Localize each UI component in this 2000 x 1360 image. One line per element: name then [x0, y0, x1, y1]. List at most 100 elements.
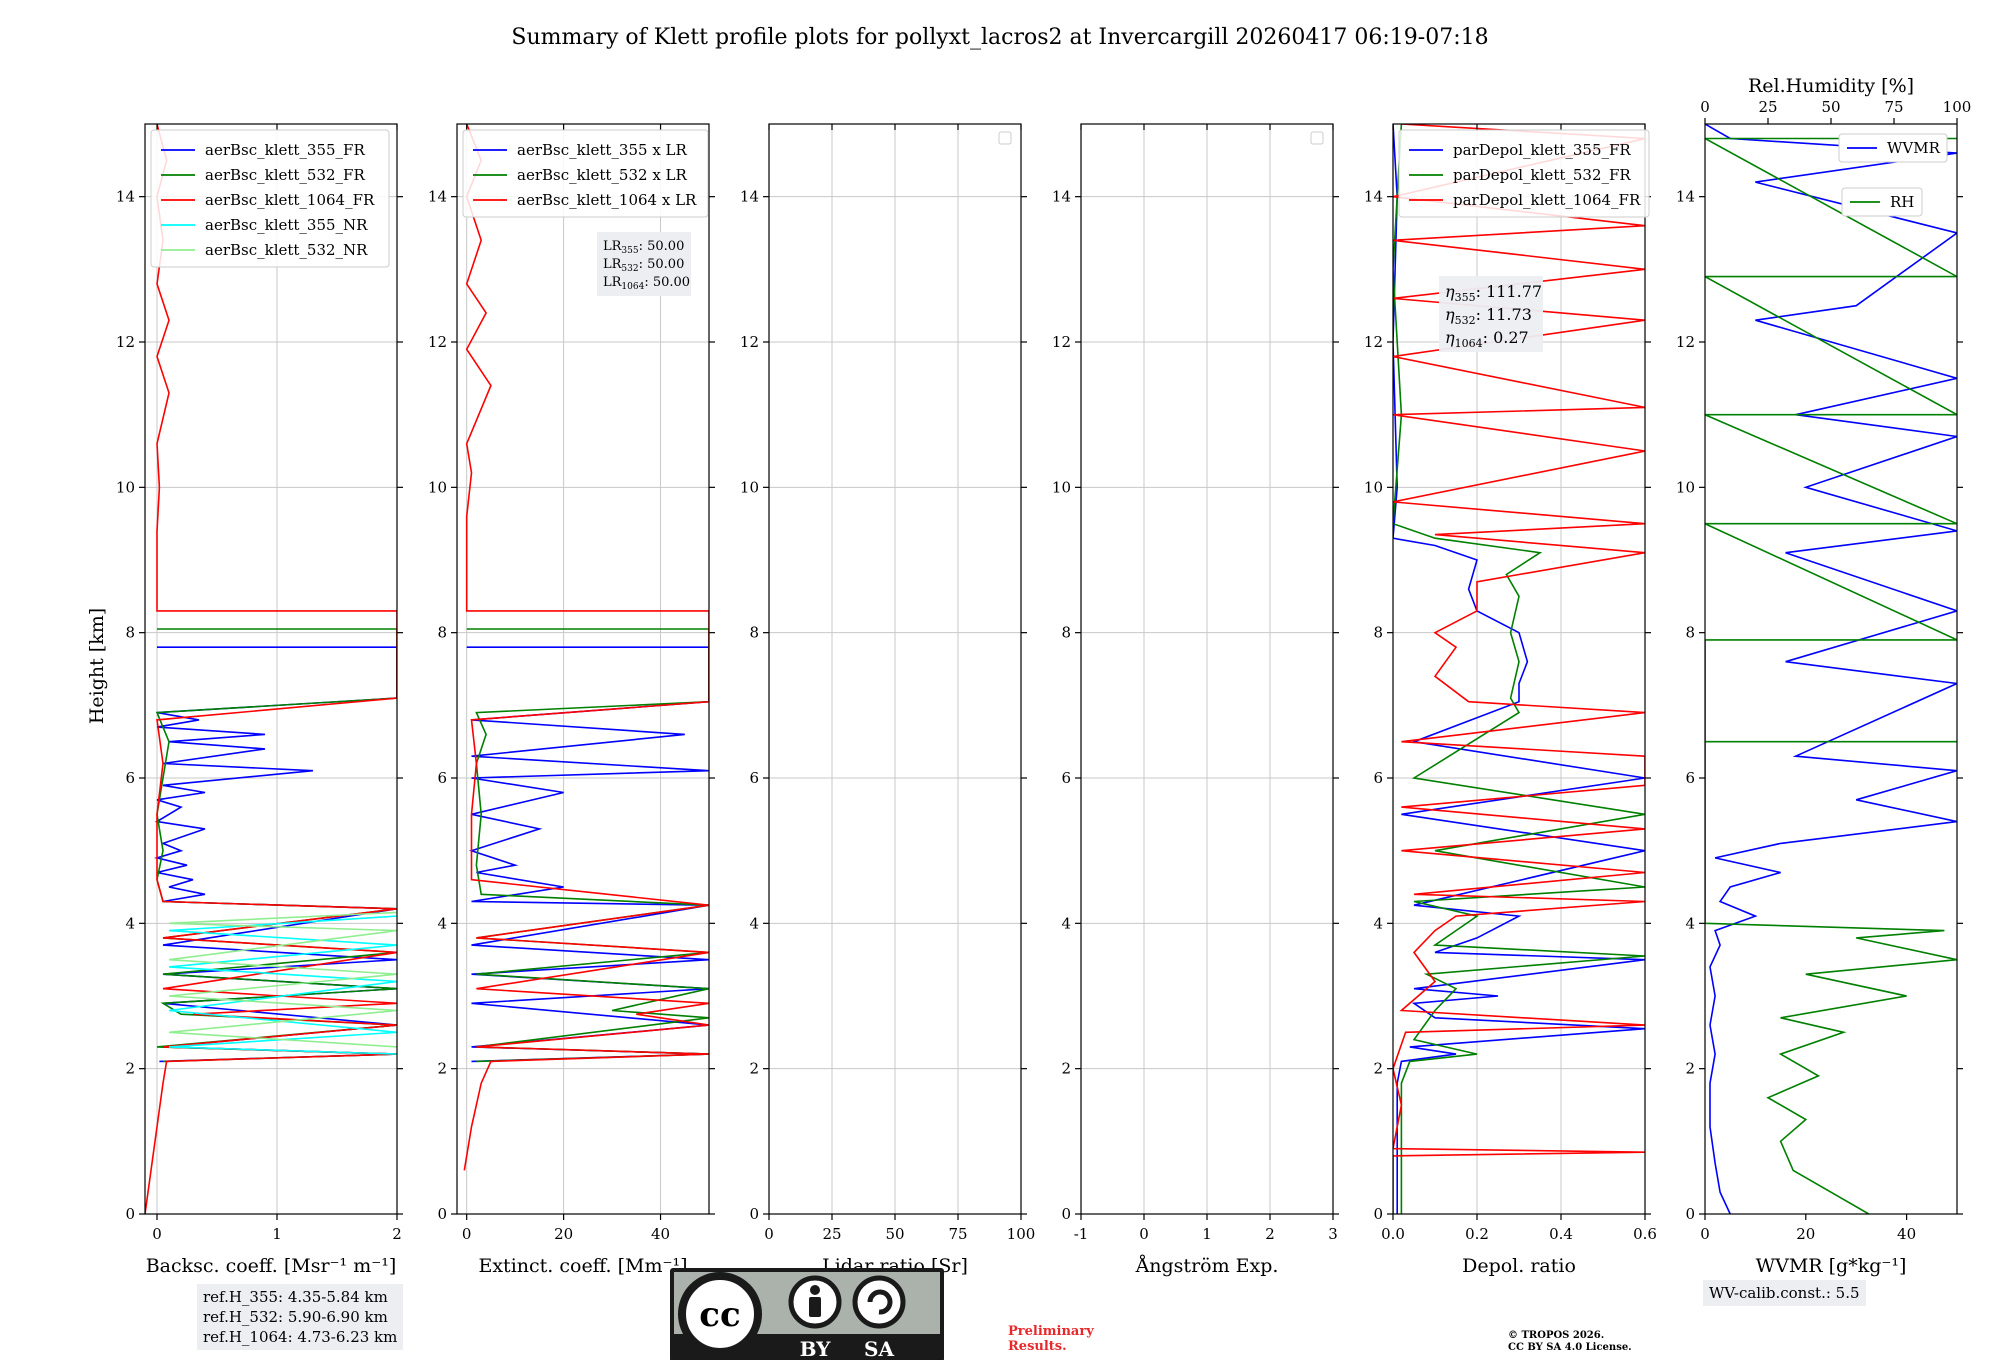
preliminary-note: Preliminary Results.	[1008, 1324, 1094, 1354]
cc-icon	[678, 1272, 762, 1356]
y-tick-label: 4	[1373, 914, 1383, 932]
eta-text-532: η532: 11.73	[1445, 305, 1532, 327]
x-tick-label: 2	[392, 1225, 402, 1243]
y-tick-label: 12	[1676, 333, 1695, 351]
y-tick-label: 6	[125, 769, 135, 787]
x-tick-label: 0.4	[1549, 1225, 1573, 1243]
y-tick-label: 12	[740, 333, 759, 351]
x-tick-label: 50	[885, 1225, 904, 1243]
y-tick-label: 2	[1685, 1060, 1695, 1078]
series-line-aerBsc_klett_355_NR	[168, 915, 397, 1055]
axes-frame	[144, 123, 398, 1215]
x-tick-label: 1	[1202, 1225, 1212, 1243]
x-tick-label: 0	[462, 1225, 472, 1243]
y-tick-label: 14	[428, 188, 447, 206]
y-tick-label: 8	[437, 624, 447, 642]
x-tick-label: 40	[1897, 1225, 1916, 1243]
legend-label: parDepol_klett_532_FR	[1453, 166, 1631, 184]
legend-label: aerBsc_klett_532_FR	[205, 166, 365, 184]
x-tick-label: 0	[1700, 1225, 1710, 1243]
y-tick-label: 12	[116, 333, 135, 351]
eta-text-1064: η1064: 0.27	[1445, 328, 1529, 350]
y-tick-label: 10	[1052, 478, 1071, 496]
y-tick-label: 4	[1061, 914, 1071, 932]
y-tick-label: 6	[1685, 769, 1695, 787]
y-tick-label: 2	[437, 1060, 447, 1078]
legend-box	[1841, 187, 1923, 217]
x2-axis-label: Rel.Humidity [%]	[1748, 75, 1914, 97]
y-tick-label: 0	[1685, 1205, 1695, 1223]
y-tick-label: 12	[1364, 333, 1383, 351]
legend-label: aerBsc_klett_1064 x LR	[517, 191, 697, 209]
empty-legend-box	[998, 131, 1012, 145]
y-tick-label: 8	[749, 624, 759, 642]
empty-legend-box	[1310, 131, 1324, 145]
x-tick-label: 100	[1007, 1225, 1036, 1243]
series-line-parDepol_klett_532_FR	[1393, 124, 1645, 1214]
x-tick-label: 2	[1265, 1225, 1275, 1243]
y-tick-label: 10	[116, 478, 135, 496]
x2-tick-label: 0	[1700, 98, 1710, 116]
y-tick-label: 6	[749, 769, 759, 787]
eta-box	[1439, 276, 1543, 352]
x-tick-label: 0.2	[1465, 1225, 1489, 1243]
series-line-RH	[1705, 137, 1957, 1214]
legend-label: WVMR	[1887, 139, 1941, 157]
attribution-head	[810, 1285, 820, 1295]
ref-height-355: ref.H_355: 4.35-5.84 km	[203, 1288, 388, 1306]
x-tick-label: 1	[272, 1225, 282, 1243]
legend-label: parDepol_klett_1064_FR	[1453, 191, 1641, 209]
y-axis-label: Height [km]	[86, 608, 108, 724]
y-tick-label: 8	[1685, 624, 1695, 642]
x-axis-label: WVMR [g*kg⁻¹]	[1756, 1255, 1907, 1277]
share-alike-icon	[852, 1275, 906, 1329]
x-axis-label: Depol. ratio	[1462, 1255, 1576, 1277]
x-tick-label: 0.6	[1633, 1225, 1657, 1243]
legend-box	[1838, 133, 1948, 163]
x2-tick-label: 100	[1943, 98, 1972, 116]
eta-text-355: η355: 111.77	[1445, 282, 1542, 304]
attribution-body	[809, 1297, 821, 1317]
y-tick-label: 14	[116, 188, 135, 206]
y-tick-label: 10	[428, 478, 447, 496]
legend-label: parDepol_klett_355_FR	[1453, 141, 1631, 159]
wv-calibration-box: WV-calib.const.: 5.5	[1703, 1280, 1866, 1306]
x-axis-label: Backsc. coeff. [Msr⁻¹ m⁻¹]	[146, 1255, 397, 1277]
y-tick-label: 4	[1685, 914, 1695, 932]
legend-label: aerBsc_klett_355_NR	[205, 216, 368, 234]
ref-height-1064: ref.H_1064: 4.73-6.23 km	[203, 1328, 398, 1346]
y-tick-label: 14	[1052, 188, 1071, 206]
panel-depol: 0.0 0.2 0.4 0.6 0 2 4 6 8 10 12 14 Depol. ratio parDe…	[1364, 123, 1657, 1277]
series-line-aerBsc_klett_1064 x LR	[463, 124, 709, 1171]
x-tick-label: 20	[1796, 1225, 1815, 1243]
y-tick-label: 14	[1364, 188, 1383, 206]
preliminary-line-1: Preliminary	[1008, 1324, 1094, 1339]
x-tick-label: 25	[822, 1225, 841, 1243]
y-tick-label: 10	[740, 478, 759, 496]
cc-license-badge[interactable]: cc BY SA	[670, 1268, 944, 1360]
series-line-aerBsc_klett_355 x LR	[466, 646, 709, 1063]
y-tick-label: 8	[125, 624, 135, 642]
x-tick-label: 0.0	[1381, 1225, 1405, 1243]
series-line-WVMR	[1705, 124, 1957, 1214]
panel-extinction: 0 20 40 0 2 4 6 8 10 12 14 Extinct. coeff. [Mm⁻¹] ae…	[428, 123, 715, 1277]
y-tick-label: 8	[1373, 624, 1383, 642]
y-tick-label: 6	[1373, 769, 1383, 787]
y-tick-label: 4	[125, 914, 135, 932]
x-tick-label: 40	[651, 1225, 670, 1243]
copyright-line-2: CC BY SA 4.0 License.	[1508, 1342, 1632, 1353]
y-tick-label: 12	[428, 333, 447, 351]
preliminary-line-2: Results.	[1008, 1339, 1067, 1354]
x2-tick-label: 75	[1884, 98, 1903, 116]
axes-frame	[1392, 123, 1646, 1215]
series-line-aerBsc_klett_532 x LR	[466, 628, 709, 1063]
y-tick-label: 6	[1061, 769, 1071, 787]
x2-tick-label: 25	[1758, 98, 1777, 116]
x2-tick-label: 50	[1821, 98, 1840, 116]
lidar-ratio-text-532: LR532: 50.00	[603, 257, 684, 274]
legend-label: aerBsc_klett_532_NR	[205, 241, 368, 259]
axes-frame	[456, 123, 710, 1215]
